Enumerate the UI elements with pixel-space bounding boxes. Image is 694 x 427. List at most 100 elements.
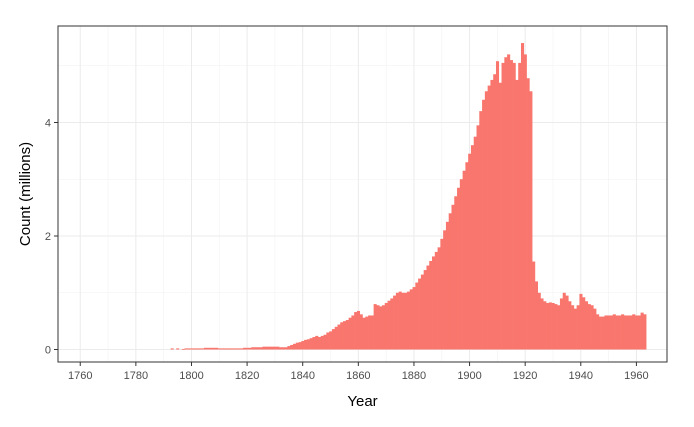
histogram-bar	[195, 348, 199, 350]
histogram-bar	[395, 292, 399, 350]
histogram-bar	[323, 334, 327, 350]
histogram-bar	[412, 287, 416, 350]
histogram-bar	[351, 315, 355, 350]
histogram-bar	[398, 291, 402, 350]
histogram-bar	[568, 301, 572, 350]
histogram-bar	[626, 315, 630, 350]
panel-border	[57, 25, 668, 363]
histogram-bar	[334, 326, 338, 350]
histogram-bar	[284, 347, 288, 350]
histogram-bar	[229, 348, 233, 350]
histogram-bar	[365, 316, 369, 350]
histogram-bar	[245, 347, 249, 350]
histogram-bar	[203, 347, 208, 350]
histogram-bar	[370, 315, 374, 350]
histogram-bar	[487, 85, 491, 350]
histogram-bar	[470, 145, 475, 350]
histogram-bar	[287, 346, 291, 350]
histogram-bar	[176, 348, 180, 350]
histogram-bar	[420, 274, 424, 350]
histogram-bar	[265, 346, 269, 350]
histogram-bar	[598, 316, 602, 350]
histogram-bar	[345, 320, 349, 350]
histogram-bar	[295, 342, 299, 350]
histogram-bar	[559, 298, 564, 350]
histogram-bar	[498, 82, 502, 350]
histogram-bar	[404, 292, 408, 350]
histogram-bar	[320, 335, 324, 350]
histogram-bar	[523, 54, 527, 350]
histogram-bar	[426, 265, 430, 350]
histogram-bar	[337, 324, 341, 350]
histogram-bar	[557, 305, 561, 350]
histogram-bar	[312, 337, 316, 350]
histogram-bar	[601, 316, 605, 350]
histogram-bar	[537, 292, 541, 350]
x-tick-label: 1900	[457, 370, 481, 382]
histogram-bar	[240, 348, 244, 350]
histogram-bar	[234, 348, 238, 350]
histogram-bar	[643, 314, 647, 350]
histogram-bar	[493, 74, 497, 350]
histogram-bar	[256, 347, 260, 350]
x-axis-title: Year	[347, 393, 377, 410]
histogram-bar	[484, 91, 488, 350]
histogram-bar	[507, 54, 511, 350]
histogram-bar	[279, 347, 283, 350]
histogram-bar	[582, 297, 586, 350]
histogram-bar	[437, 247, 441, 350]
histogram-bar	[632, 314, 636, 350]
histogram-bar	[384, 302, 388, 350]
histogram-bar	[373, 304, 377, 350]
histogram-bar	[546, 302, 550, 350]
histogram-bar	[209, 347, 213, 350]
histogram-bar	[290, 344, 294, 350]
histogram-bar	[562, 292, 566, 350]
histogram-bar	[457, 187, 461, 350]
histogram-bar	[445, 221, 450, 350]
histogram-bar	[465, 162, 469, 350]
histogram-bar	[362, 317, 366, 350]
histogram-bar	[298, 342, 302, 350]
x-tick-label: 1880	[402, 370, 426, 382]
histogram-bar	[259, 347, 263, 350]
histogram-bar	[198, 348, 202, 350]
histogram-bar	[301, 341, 305, 350]
histogram-bar	[615, 315, 619, 350]
histogram-bar	[579, 293, 583, 350]
histogram-bar	[432, 256, 436, 350]
histogram-bar	[501, 62, 505, 350]
histogram-bar	[226, 348, 230, 350]
y-axis-title: Count (millions)	[17, 142, 34, 246]
histogram-bar	[548, 302, 552, 350]
histogram-bar	[490, 79, 494, 350]
x-tick-label: 1840	[290, 370, 314, 382]
y-tick-label: 2	[45, 231, 51, 243]
histogram-bar	[348, 317, 352, 350]
y-axis: 0 2 4	[45, 117, 58, 357]
y-tick-label: 4	[45, 117, 51, 129]
x-tick-label: 1820	[235, 370, 259, 382]
histogram-bar	[515, 79, 519, 350]
histogram-bar	[590, 305, 594, 350]
histogram-bar	[217, 348, 221, 350]
histogram-bar	[381, 305, 386, 350]
histogram-bar	[623, 315, 627, 350]
histogram-bar	[609, 315, 614, 350]
histogram-bar	[262, 346, 266, 350]
histogram-bar	[215, 347, 219, 350]
histogram-bar	[596, 314, 600, 350]
histogram-bar	[184, 348, 188, 350]
histogram-bar	[401, 292, 405, 350]
histogram-bar	[273, 346, 277, 350]
histogram-bar	[540, 298, 544, 350]
histogram-bar	[429, 260, 433, 350]
histogram-bar	[462, 170, 466, 350]
histogram-bar	[573, 308, 577, 350]
histogram-bar	[440, 238, 444, 350]
histogram-bar	[309, 338, 313, 350]
histogram-bar	[304, 339, 308, 350]
histogram-bar	[340, 322, 344, 350]
histogram-bar	[635, 315, 639, 350]
histogram-bar	[482, 99, 486, 350]
